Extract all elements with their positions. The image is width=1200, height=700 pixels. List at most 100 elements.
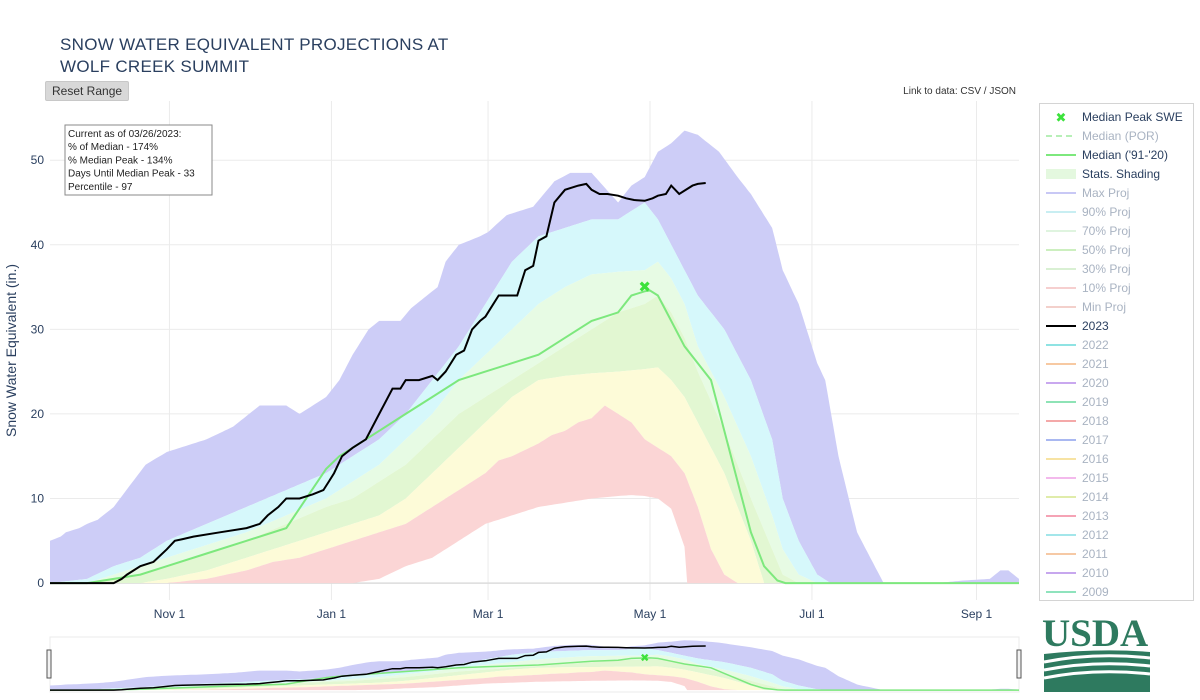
legend-item[interactable]: 70% Proj	[1040, 222, 1193, 241]
legend-item[interactable]: Min Proj	[1040, 298, 1193, 317]
legend-item[interactable]: 2015	[1040, 469, 1193, 488]
range-max-band	[50, 640, 1019, 691]
range-handle-left[interactable]	[46, 649, 52, 679]
legend-symbol	[1046, 420, 1076, 422]
usda-logo: USDA	[1042, 612, 1151, 692]
legend-label: 10% Proj	[1082, 281, 1131, 295]
legend-item[interactable]: 2016	[1040, 450, 1193, 469]
range-p90-band	[50, 648, 1019, 691]
x-tick-label: Jan 1	[317, 607, 347, 621]
legend-label: 2009	[1082, 585, 1109, 599]
legend-symbol	[1046, 439, 1076, 441]
legend-symbol	[1046, 496, 1076, 498]
range-p70-band	[50, 654, 1019, 691]
legend-symbol-mark: ✖	[1056, 111, 1067, 123]
legend-item[interactable]: 2018	[1040, 412, 1193, 431]
y-tick-label: 10	[31, 492, 45, 506]
legend-symbol	[1046, 344, 1076, 346]
legend-item[interactable]: 2023	[1040, 317, 1193, 336]
legend-symbol	[1046, 249, 1076, 251]
legend-label: 2017	[1082, 433, 1109, 447]
legend: ✖ Median Peak SWE Median (POR) Median ('91-…	[1039, 103, 1194, 601]
range-median-peak-marker: ✖	[640, 653, 649, 665]
legend-symbol	[1046, 553, 1076, 555]
p10-band	[50, 405, 1019, 584]
usda-logo-text: USDA	[1042, 612, 1148, 655]
legend-item[interactable]: 2012	[1040, 526, 1193, 545]
legend-label: 2023	[1082, 319, 1109, 333]
legend-item[interactable]: 2013	[1040, 507, 1193, 526]
range-median-line	[50, 657, 1019, 691]
legend-item[interactable]: 2019	[1040, 393, 1193, 412]
legend-symbol	[1046, 154, 1076, 156]
legend-item[interactable]: Median ('91-'20)	[1040, 146, 1193, 165]
legend-symbol	[1046, 572, 1076, 574]
legend-label: Min Proj	[1082, 300, 1127, 314]
legend-item[interactable]: Max Proj	[1040, 184, 1193, 203]
range-p10-band	[50, 670, 1019, 691]
legend-symbol: ✖	[1056, 111, 1067, 123]
legend-symbol-mark	[1046, 169, 1076, 179]
x-tick-label: Sep 1	[961, 607, 993, 621]
legend-item[interactable]: 2010	[1040, 564, 1193, 583]
reset-range-button[interactable]: Reset Range	[45, 81, 130, 101]
legend-item[interactable]: 2020	[1040, 374, 1193, 393]
legend-label: 2020	[1082, 376, 1109, 390]
legend-symbol	[1046, 169, 1076, 179]
p90-band	[50, 202, 1019, 584]
legend-label: Max Proj	[1082, 186, 1130, 200]
legend-label: 50% Proj	[1082, 243, 1131, 257]
y-tick-label: 40	[31, 238, 45, 252]
legend-item[interactable]: 2009	[1040, 583, 1193, 602]
legend-symbol	[1046, 477, 1076, 479]
legend-label: 2022	[1082, 338, 1109, 352]
legend-item[interactable]: 30% Proj	[1040, 260, 1193, 279]
json-link[interactable]: JSON	[989, 86, 1016, 97]
link-prefix: Link to data:	[903, 86, 958, 97]
legend-symbol	[1046, 306, 1076, 308]
legend-item[interactable]: 2022	[1040, 336, 1193, 355]
legend-label: 2015	[1082, 471, 1109, 485]
legend-item[interactable]: 2021	[1040, 355, 1193, 374]
legend-label: 2021	[1082, 357, 1109, 371]
y-tick-label: 20	[31, 407, 45, 421]
legend-label: Median ('91-'20)	[1082, 148, 1168, 162]
legend-label: Stats. Shading	[1082, 167, 1161, 181]
p70-band	[50, 261, 1019, 584]
legend-symbol	[1046, 211, 1076, 213]
legend-symbol	[1046, 325, 1076, 327]
legend-item[interactable]: 90% Proj	[1040, 203, 1193, 222]
legend-label: 2011	[1082, 547, 1108, 561]
info-box-line: % Median Peak - 134%	[68, 155, 173, 166]
legend-item[interactable]: Stats. Shading	[1040, 165, 1193, 184]
p30-band	[50, 367, 1019, 584]
legend-item[interactable]: 2011	[1040, 545, 1193, 564]
y-tick-label: 30	[31, 322, 45, 336]
legend-symbol	[1046, 230, 1076, 232]
legend-symbol	[1046, 382, 1076, 384]
range-handle-right[interactable]	[1016, 649, 1022, 679]
median-peak-marker: ✖	[638, 278, 651, 296]
range-2023-line	[50, 645, 706, 691]
info-box-line: Current as of 03/26/2023:	[68, 129, 181, 140]
median-line	[50, 289, 1019, 585]
chart-title: SNOW WATER EQUIVALENT PROJECTIONS AT WOL…	[60, 35, 449, 76]
legend-item[interactable]: ✖ Median Peak SWE	[1040, 108, 1193, 127]
legend-item[interactable]: 2017	[1040, 431, 1193, 450]
legend-item[interactable]: 10% Proj	[1040, 279, 1193, 298]
x-tick-label: Jul 1	[799, 607, 825, 621]
legend-symbol	[1046, 515, 1076, 517]
legend-label: 2014	[1082, 490, 1109, 504]
info-box-line: Percentile - 97	[68, 182, 133, 193]
info-box-line: Days Until Median Peak - 33	[68, 169, 195, 180]
legend-item[interactable]: 2014	[1040, 488, 1193, 507]
legend-label: 90% Proj	[1082, 205, 1131, 219]
csv-link[interactable]: CSV	[960, 86, 981, 97]
legend-symbol	[1046, 363, 1076, 365]
max-band	[50, 130, 1019, 584]
legend-item[interactable]: 50% Proj	[1040, 241, 1193, 260]
legend-label: Median (POR)	[1082, 129, 1159, 143]
legend-item[interactable]: Median (POR)	[1040, 127, 1193, 146]
legend-symbol	[1046, 401, 1076, 403]
